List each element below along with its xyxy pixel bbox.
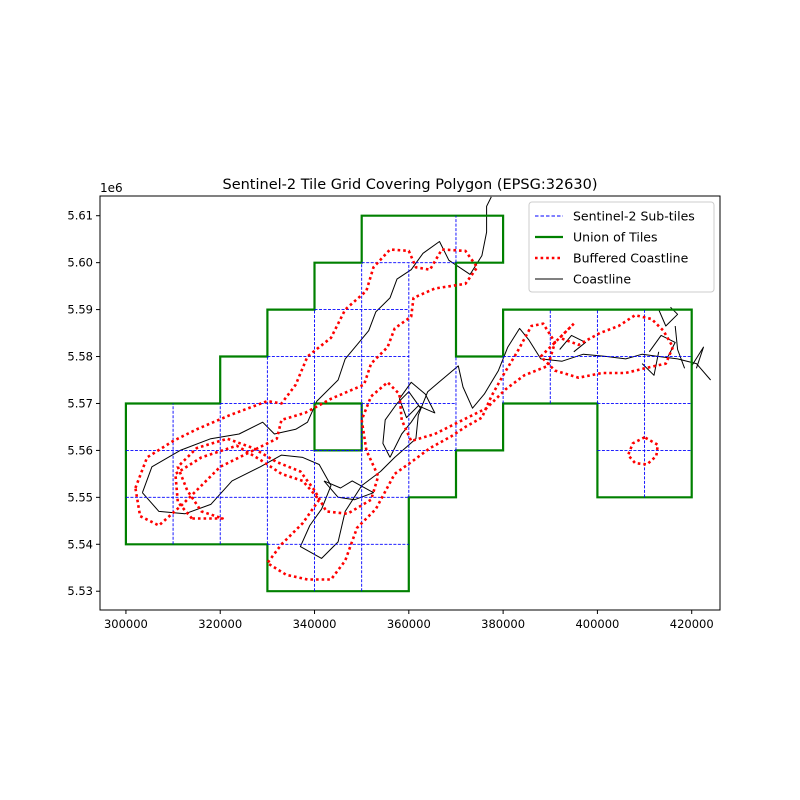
- x-tick-label-4: 380000: [481, 617, 525, 631]
- buffered-coastline-line-0: [134, 248, 479, 527]
- legend-box: [528, 201, 715, 293]
- x-tick-label-1: 320000: [198, 617, 242, 631]
- y-tick-label-3: 5.56: [67, 443, 93, 457]
- coastline-line-5: [559, 334, 587, 353]
- y-axis: 5.53 5.54 5.55 5.56 5.57 5.58 5.59 5.60 5.61: [67, 209, 100, 598]
- buffered-coastline-line-1: [174, 322, 557, 581]
- buffered-coastline-line-2: [539, 313, 675, 380]
- x-tick-label-6: 420000: [670, 617, 714, 631]
- legend-label-2: Buffered Coastline: [573, 251, 689, 266]
- coastline-line-4: [398, 381, 436, 419]
- legend-label-0: Sentinel-2 Sub-tiles: [573, 209, 695, 224]
- union-of-tiles-outline: [124, 214, 693, 593]
- y-tick-label-7: 5.60: [67, 256, 93, 270]
- legend: Sentinel-2 Sub-tiles Union of Tiles Buffer…: [528, 201, 715, 293]
- y-tick-label-0: 5.53: [67, 584, 93, 598]
- coastline-line-9: [691, 346, 704, 369]
- y-tick-label-1: 5.54: [67, 537, 93, 551]
- y-tick-label-4: 5.57: [67, 396, 93, 410]
- x-tick-label-0: 300000: [104, 617, 148, 631]
- y-offset-label: 1e6: [100, 181, 123, 195]
- x-tick-label-5: 400000: [575, 617, 619, 631]
- x-tick-label-2: 340000: [293, 617, 337, 631]
- y-tick-label-8: 5.61: [67, 209, 93, 223]
- x-tick-label-3: 360000: [387, 617, 431, 631]
- chart-title: Sentinel-2 Tile Grid Covering Polygon (E…: [222, 177, 597, 193]
- y-tick-label-2: 5.55: [67, 490, 93, 504]
- coastline-line-0: [142, 327, 711, 559]
- x-axis: 300000 320000 340000 360000 380000 400000 4200…: [104, 610, 714, 631]
- coastline-line-8: [674, 325, 686, 369]
- legend-label-1: Union of Tiles: [573, 230, 658, 245]
- y-tick-label-5: 5.58: [67, 350, 93, 364]
- coastline-line-7: [641, 351, 660, 376]
- coastline-line-10: [658, 306, 679, 327]
- y-tick-label-6: 5.59: [67, 303, 93, 317]
- coastline-line-1: [141, 196, 492, 493]
- map-layers: [124, 196, 711, 593]
- legend-label-3: Coastline: [573, 272, 631, 287]
